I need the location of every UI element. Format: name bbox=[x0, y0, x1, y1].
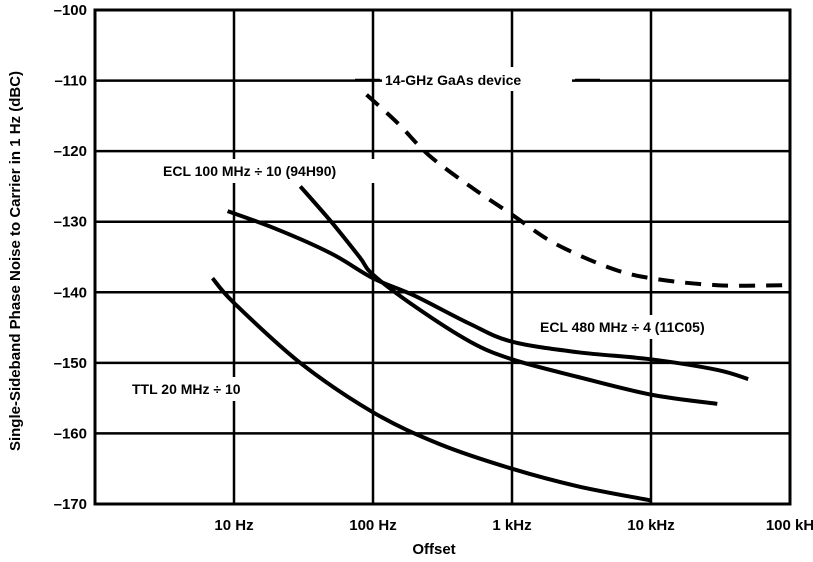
series-line-gaas bbox=[365, 93, 791, 288]
x-tick-labels: 10 Hz 100 Hz 1 kHz 10 kHz 100 kH bbox=[214, 517, 813, 534]
label-ecl480: ECL 480 MHz ÷ 4 (11C05) bbox=[536, 315, 772, 339]
label-ttl-bg bbox=[127, 377, 302, 401]
label-gaas: 14-GHz GaAs device bbox=[355, 67, 600, 91]
y-tick-label: –140 bbox=[54, 284, 87, 301]
x-axis-title: Offset bbox=[412, 541, 455, 558]
series-line-ecl-100mhz bbox=[226, 209, 749, 382]
y-tick-label: –110 bbox=[54, 73, 87, 90]
y-tick-label: –100 bbox=[54, 2, 87, 19]
y-axis-title: Single-Sideband Phase Noise to Carrier i… bbox=[7, 71, 24, 451]
series-line-ecl-480mhz bbox=[298, 185, 718, 406]
label-ttl-text: TTL 20 MHz ÷ 10 bbox=[132, 381, 241, 397]
y-tick-label: –170 bbox=[54, 496, 87, 513]
x-tick-label: 100 kH bbox=[766, 517, 813, 534]
series-labels: 14-GHz GaAs device ECL 100 MHz ÷ 10 (94H… bbox=[127, 67, 772, 401]
label-gaas-bg bbox=[382, 67, 572, 91]
x-tick-label: 1 kHz bbox=[492, 517, 531, 534]
label-ecl100-text: ECL 100 MHz ÷ 10 (94H90) bbox=[163, 163, 336, 179]
y-tick-label: –160 bbox=[54, 425, 87, 442]
label-ecl100-bg bbox=[158, 159, 420, 183]
label-ttl: TTL 20 MHz ÷ 10 bbox=[127, 377, 302, 401]
label-ecl480-bg bbox=[536, 315, 772, 339]
series-line-ttl-20mhz bbox=[210, 276, 652, 503]
plot-frame bbox=[93, 8, 792, 506]
label-ecl100: ECL 100 MHz ÷ 10 (94H90) bbox=[158, 159, 420, 183]
label-ecl480-text: ECL 480 MHz ÷ 4 (11C05) bbox=[540, 319, 705, 335]
x-tick-label: 100 Hz bbox=[349, 517, 397, 534]
y-tick-label: –150 bbox=[54, 355, 87, 372]
series-group bbox=[210, 93, 791, 503]
x-tick-label: 10 kHz bbox=[627, 517, 675, 534]
y-tick-label: –120 bbox=[54, 143, 87, 160]
label-gaas-text: 14-GHz GaAs device bbox=[385, 72, 521, 88]
x-tick-label: 10 Hz bbox=[214, 517, 253, 534]
y-tick-label: –130 bbox=[54, 214, 87, 231]
y-tick-labels: –100 –110 –120 –130 –140 –150 –160 –170 bbox=[54, 2, 87, 513]
